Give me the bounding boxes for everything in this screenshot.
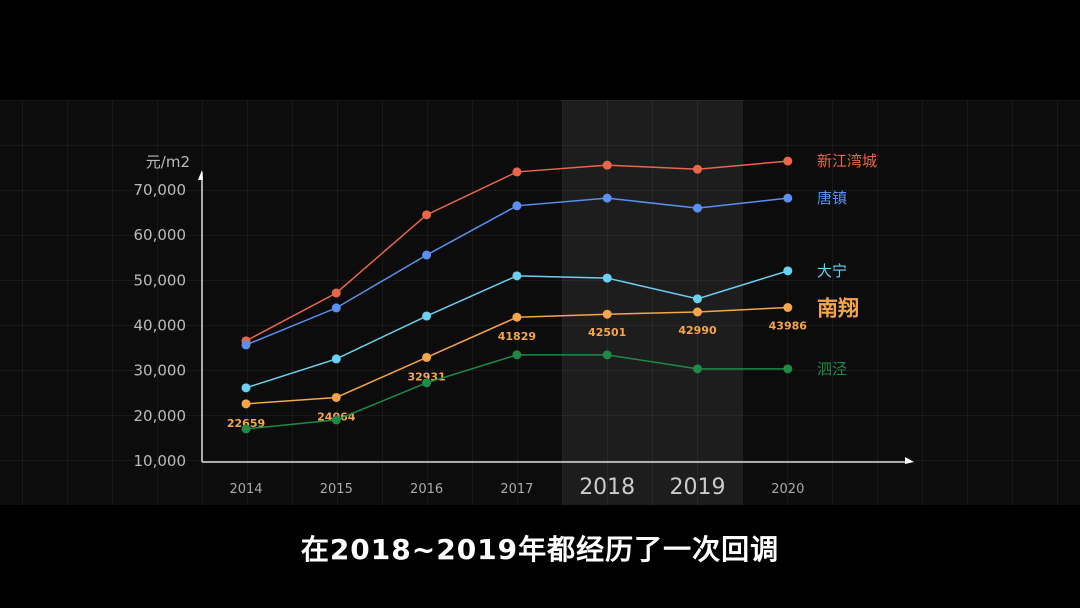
chart-panel [0, 100, 1080, 505]
data-point [512, 271, 522, 281]
data-point [331, 392, 341, 402]
data-point [422, 311, 432, 321]
y-axis-arrow [198, 170, 203, 180]
x-tick-label: 2018 [579, 475, 635, 500]
data-label: 22659 [227, 417, 265, 430]
data-point [602, 350, 612, 360]
y-tick-label: 50,000 [134, 271, 187, 289]
data-point [602, 273, 612, 283]
y-tick-label: 60,000 [134, 226, 187, 244]
data-point [512, 167, 522, 177]
data-point [331, 303, 341, 313]
x-axis-arrow [905, 457, 914, 464]
series-label: 唐镇 [817, 189, 847, 207]
x-tick-label: 2017 [500, 482, 533, 497]
data-point [693, 164, 702, 174]
data-point [693, 203, 702, 213]
data-point [693, 307, 702, 317]
series-label: 新江湾城 [817, 152, 877, 170]
data-label: 43986 [769, 319, 808, 332]
data-label: 41829 [498, 330, 536, 343]
y-axis-unit-label: 元/m2 [146, 153, 190, 171]
data-label: 42501 [588, 326, 626, 339]
x-tick-label: 2019 [670, 475, 726, 500]
x-tick-label: 2015 [320, 482, 353, 497]
data-point [241, 383, 251, 393]
data-point [602, 160, 612, 170]
data-point [422, 210, 432, 220]
x-tick-label: 2016 [410, 482, 443, 497]
data-point [331, 354, 341, 364]
data-point [241, 399, 251, 409]
data-point [783, 156, 793, 166]
y-tick-label: 10,000 [134, 452, 187, 470]
x-tick-label: 2014 [229, 482, 262, 497]
data-point [783, 302, 793, 312]
data-point [422, 378, 432, 388]
data-point [602, 193, 612, 203]
data-point [241, 340, 251, 350]
data-point [331, 288, 341, 298]
data-point [602, 309, 612, 319]
data-point [422, 352, 432, 362]
highlight-band [562, 100, 743, 505]
series-label: 大宁 [817, 262, 847, 280]
data-point [693, 294, 702, 304]
series-label: 南翔 [817, 296, 859, 320]
y-tick-label: 20,000 [134, 407, 187, 425]
y-tick-label: 30,000 [134, 362, 187, 380]
data-point [693, 364, 702, 374]
data-point [783, 266, 793, 276]
y-tick-label: 40,000 [134, 317, 187, 335]
data-point [783, 364, 793, 374]
series-label: 泗泾 [817, 360, 847, 378]
x-tick-label: 2020 [771, 482, 804, 497]
data-point [422, 250, 432, 260]
subtitle-caption: 在2018~2019年都经历了一次回调 [300, 533, 780, 566]
y-tick-label: 70,000 [134, 181, 187, 199]
data-point [783, 193, 793, 203]
data-point [512, 312, 522, 322]
data-point [241, 424, 251, 434]
data-point [331, 415, 341, 425]
data-label: 42990 [678, 324, 717, 337]
data-point [512, 350, 522, 360]
data-point [512, 201, 522, 211]
